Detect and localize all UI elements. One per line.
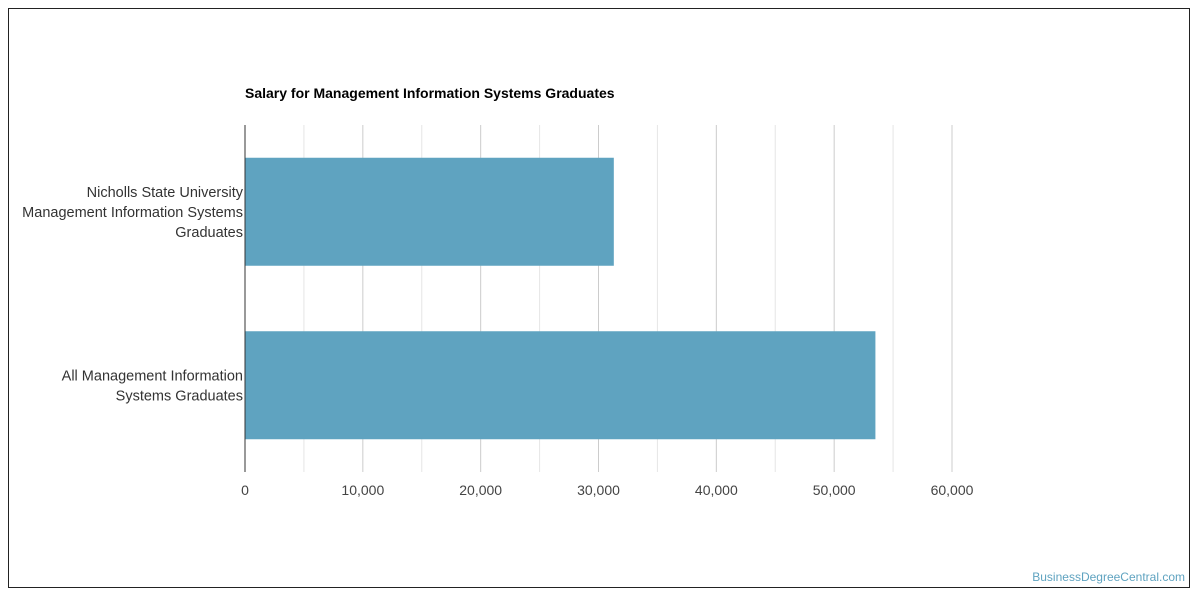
bar-2 [245,331,876,440]
watermark-link[interactable]: BusinessDegreeCentral.com [1032,570,1185,584]
category-label: All Management Information Systems Gradua… [62,368,243,404]
x-tick-label: 40,000 [695,482,738,498]
x-tick-label: 30,000 [577,482,620,498]
category-label: Nicholls State University Management Info… [22,185,244,241]
bar-1 [245,157,614,266]
x-tick-label: 60,000 [931,482,974,498]
x-tick-label: 0 [241,482,249,498]
x-tick-label: 50,000 [813,482,856,498]
chart-title: Salary for Management Information System… [245,85,615,101]
x-tick-label: 10,000 [341,482,384,498]
x-tick-label: 20,000 [459,482,502,498]
